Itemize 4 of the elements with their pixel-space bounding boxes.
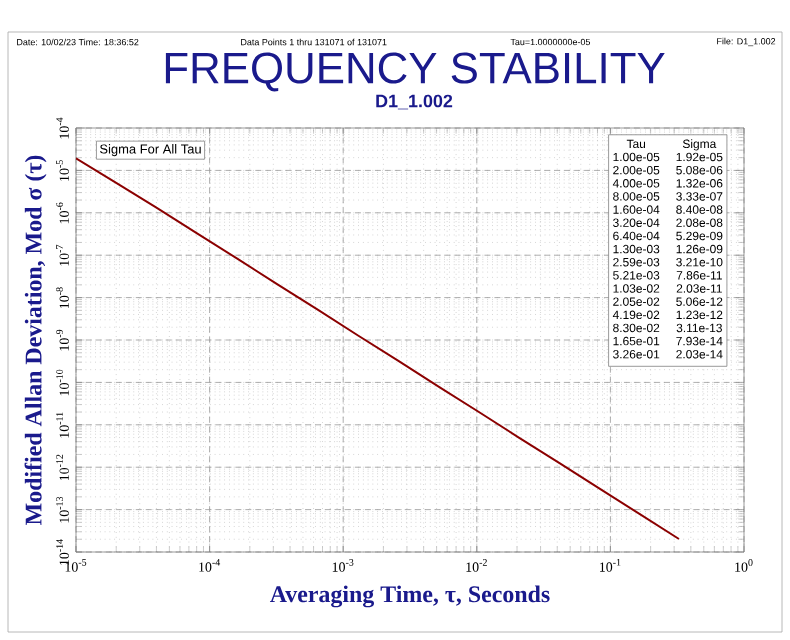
y-axis-title: Modified Allan Deviation, Mod σ (τ) — [24, 155, 47, 525]
chart-subtitle: D1_1.002 — [376, 94, 453, 110]
x-axis-title: Averaging Time, τ, Seconds — [269, 585, 550, 608]
chart-title: FREQUENCY STABILITY — [165, 52, 665, 92]
